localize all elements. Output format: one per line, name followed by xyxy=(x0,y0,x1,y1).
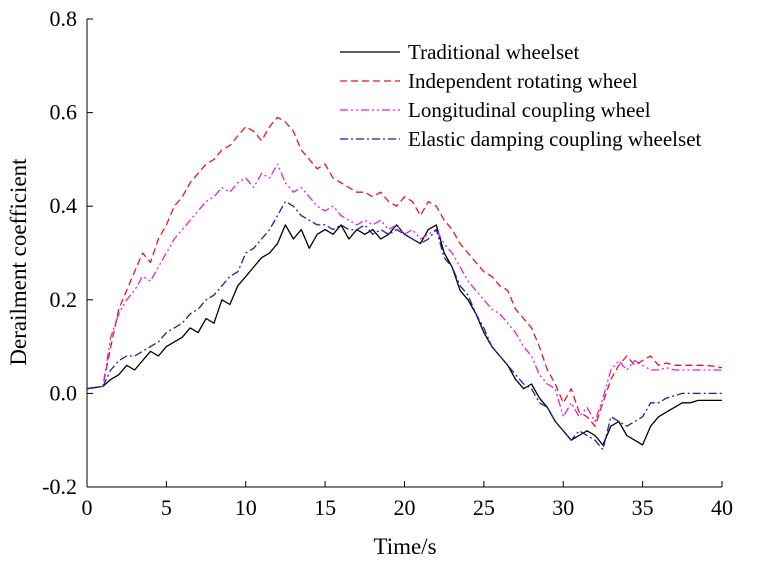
series-line-4 xyxy=(86,200,722,451)
y-tick-label: 0.6 xyxy=(50,100,78,125)
x-tick-label: 30 xyxy=(552,495,574,520)
x-tick-label: 10 xyxy=(235,495,257,520)
legend-label-1: Traditional wheelset xyxy=(408,40,579,64)
y-tick-label: 0.2 xyxy=(50,287,78,312)
y-tick-label: 0.0 xyxy=(50,380,78,405)
series-line-2 xyxy=(86,116,723,427)
series-line-3 xyxy=(86,163,722,423)
x-tick-label: 15 xyxy=(314,495,336,520)
x-axis-title: Time/s xyxy=(373,534,436,559)
legend-label-2: Independent rotating wheel xyxy=(408,69,638,93)
x-tick-label: 40 xyxy=(711,495,733,520)
series-line-1 xyxy=(86,224,722,446)
y-tick-label: 0.8 xyxy=(50,6,78,31)
y-tick-label: -0.2 xyxy=(42,474,77,499)
x-tick-label: 0 xyxy=(82,495,93,520)
x-tick-label: 5 xyxy=(161,495,172,520)
y-tick-label: 0.4 xyxy=(50,193,78,218)
x-tick-label: 35 xyxy=(632,495,654,520)
legend: Traditional wheelset Independent rotating… xyxy=(340,40,702,151)
y-axis-title: Derailment coefficient xyxy=(6,158,31,366)
series-lines xyxy=(86,116,723,451)
legend-label-4: Elastic damping coupling wheelset xyxy=(408,127,702,151)
x-tick-label: 20 xyxy=(394,495,416,520)
legend-label-3: Longitudinal coupling wheel xyxy=(408,98,651,122)
axes: -0.2 0.0 0.2 0.4 0.6 0.8 0 5 10 15 20 25 30 35 40 xyxy=(42,6,733,520)
x-tick-label: 25 xyxy=(473,495,495,520)
